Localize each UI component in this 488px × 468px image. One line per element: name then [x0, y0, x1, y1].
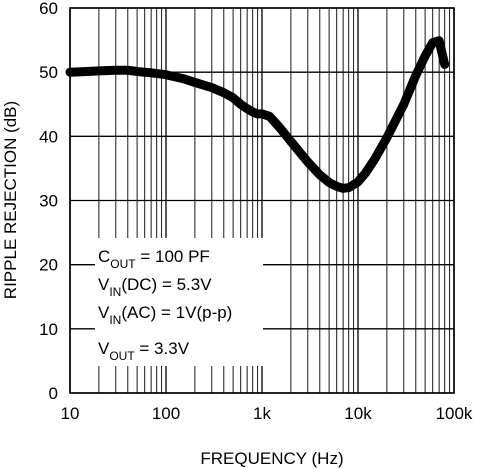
- x-tick-label: 100k: [436, 404, 473, 423]
- x-tick-label: 1k: [253, 404, 271, 423]
- legend-line: VIN(DC) = 5.3V: [98, 275, 212, 299]
- x-tick-label: 100: [152, 404, 180, 423]
- y-tick-label: 60: [39, 0, 58, 18]
- legend-line: VOUT = 3.3V: [98, 339, 190, 363]
- legend-box: [95, 238, 263, 366]
- legend-line: VIN(AC) = 1V(p-p): [98, 303, 232, 327]
- x-axis-title: FREQUENCY (Hz): [200, 449, 343, 468]
- y-tick-labels: 0 10 20 30 40 50 60: [39, 0, 58, 403]
- y-tick-label: 20: [39, 256, 58, 275]
- y-axis-title: RIPPLE REJECTION (dB): [1, 101, 20, 299]
- y-tick-label: 50: [39, 63, 58, 82]
- x-tick-labels: 10 100 1k 10k 100k: [61, 404, 473, 423]
- x-tick-label: 10: [61, 404, 80, 423]
- plot-frame: [69, 7, 455, 394]
- series-line: [65, 36, 450, 193]
- legend: COUT = 100 PF VIN(DC) = 5.3V VIN(AC) = 1V(…: [98, 247, 232, 363]
- y-tick-label: 40: [39, 127, 58, 146]
- legend-line: COUT = 100 PF: [98, 247, 210, 271]
- y-tick-label: 0: [49, 384, 58, 403]
- x-tick-label: 10k: [344, 404, 372, 423]
- y-tick-label: 30: [39, 192, 58, 211]
- y-tick-label: 10: [39, 320, 58, 339]
